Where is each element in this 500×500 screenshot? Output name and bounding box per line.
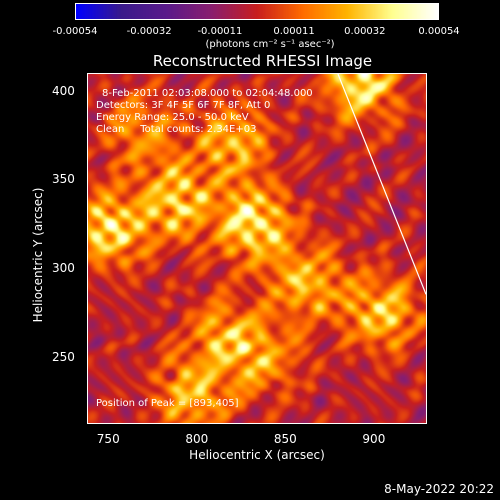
x-axis-label: Heliocentric X (arcsec): [189, 448, 325, 462]
colorbar: [75, 3, 439, 20]
y-tick-label: 350: [52, 172, 75, 187]
time-range-label: 8-Feb-2011 02:03:08.000 to 02:04:48.000: [102, 88, 313, 99]
colorbar-units: (photons cm⁻² s⁻¹ asec⁻²): [205, 39, 335, 50]
solar-limb-line: [337, 74, 426, 295]
colorbar-tick-label: 0.00054: [418, 26, 460, 37]
colorbar-tick-label: -0.00054: [52, 26, 98, 37]
colorbar-tick-label: 0.00032: [344, 26, 386, 37]
x-tick-label: 900: [362, 432, 386, 446]
limb-overlay: [337, 74, 426, 295]
y-tick-label: 250: [52, 349, 75, 364]
y-axis-label: Heliocentric Y (arcsec): [31, 187, 45, 323]
y-tick-label: 400: [52, 83, 75, 98]
colorbar-tick-label: -0.00032: [126, 26, 172, 37]
chart-title: Reconstructed RHESSI Image: [152, 52, 373, 70]
x-tick-label: 850: [273, 432, 297, 446]
x-tick-label: 750: [96, 432, 120, 446]
render-date: 8-May-2022 20:22: [384, 482, 494, 496]
x-tick-label: 800: [185, 432, 209, 446]
y-tick-label: 300: [52, 261, 75, 275]
plot-area: 8-Feb-2011 02:03:08.000 to 02:04:48.000 …: [87, 73, 427, 424]
energy-range-label: Energy Range: 25.0 - 50.0 keV: [96, 112, 249, 123]
colorbar-tick-label: -0.00011: [197, 26, 243, 37]
detectors-label: Detectors: 3F 4F 5F 6F 7F 8F, Att 0: [96, 100, 271, 111]
clean-counts-label: Clean Total counts: 2.34E+03: [96, 124, 257, 135]
peak-position-label: Position of Peak = [893,405]: [96, 398, 239, 409]
heatmap-image: [88, 74, 426, 423]
colorbar-tick-label: 0.00011: [273, 26, 315, 37]
